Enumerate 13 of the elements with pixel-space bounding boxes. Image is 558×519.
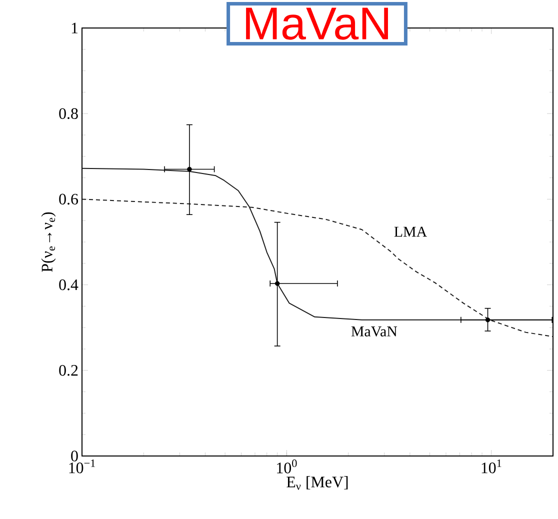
series-label: MaVaN xyxy=(351,326,398,337)
y-tick-label: 0 xyxy=(71,450,78,462)
series-label: LMA xyxy=(394,226,427,237)
y-tick-label: 0.8 xyxy=(59,108,78,120)
x-axis-title: E$_{ν}$ [MeV] xyxy=(286,476,348,490)
x-tick-label: 10$^{1}$ xyxy=(482,460,502,474)
x-tick-label: 10$^{0}$ xyxy=(277,460,297,474)
y-tick-label: 1 xyxy=(72,22,78,34)
y-axis-title: P(ν$_{e}$→ν$_{e}$) xyxy=(41,212,56,272)
y-tick-label: 0.2 xyxy=(59,364,78,376)
y-tick-label: 0.4 xyxy=(59,279,78,290)
chart-title: MaVaN xyxy=(246,8,388,40)
y-tick-label: 0.6 xyxy=(59,194,78,205)
